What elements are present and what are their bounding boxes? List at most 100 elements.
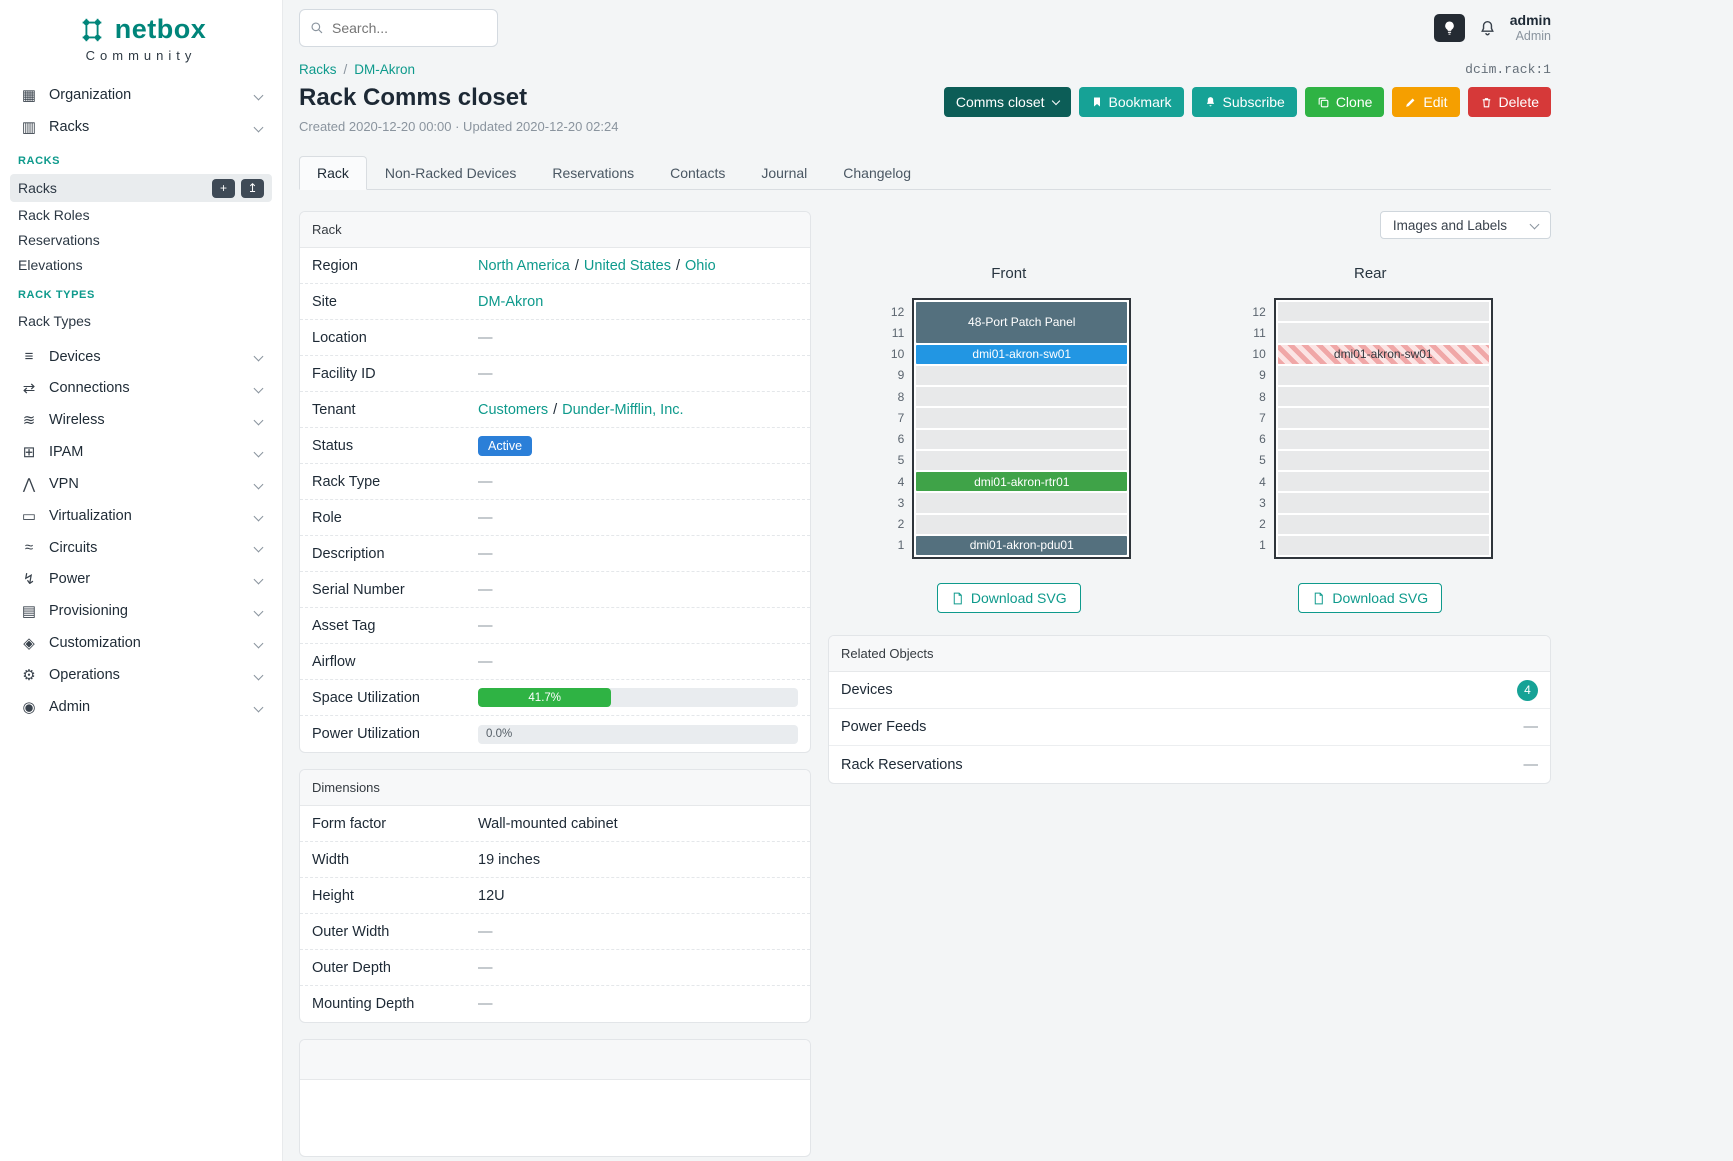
sidebar-item-wireless[interactable]: ≋ Wireless: [8, 404, 274, 436]
sidebar-item-operations[interactable]: ⚙ Operations: [8, 659, 274, 691]
tab-non-racked-devices[interactable]: Non-Racked Devices: [384, 165, 517, 181]
bookmark-icon: [1093, 97, 1100, 107]
elevation-display-select[interactable]: Images and Labels: [1379, 211, 1551, 239]
subscribe-button[interactable]: Subscribe: [1191, 87, 1297, 117]
field-row-tenant: Tenant Customers / Dunder-Mifflin, Inc.: [300, 392, 810, 428]
context-dropdown-button[interactable]: Comms closet: [943, 87, 1071, 117]
rack-device[interactable]: dmi01-akron-sw01: [916, 344, 1128, 364]
sidebar-item-vpn[interactable]: ⋀ VPN: [8, 468, 274, 500]
sidebar-item-provisioning[interactable]: ▤ Provisioning: [8, 595, 274, 627]
related-rack-reservations-link[interactable]: Rack Reservations: [841, 756, 963, 773]
download-rear-svg-button[interactable]: Download SVG: [1298, 583, 1443, 613]
tab-rack[interactable]: Rack: [299, 156, 367, 190]
sidebar-item-devices[interactable]: ≡ Devices: [8, 341, 274, 372]
unit-number: 3: [1259, 495, 1266, 510]
empty-unit-slot[interactable]: [1277, 493, 1489, 513]
add-rack-button[interactable]: +: [212, 178, 235, 198]
field-row-site: Site DM-Akron: [300, 284, 810, 320]
breadcrumb-site[interactable]: DM-Akron: [354, 62, 416, 77]
empty-unit-slot[interactable]: [1277, 302, 1489, 322]
region-link[interactable]: North America: [478, 257, 570, 274]
empty-unit-slot[interactable]: [1277, 387, 1489, 407]
bookmark-button[interactable]: Bookmark: [1078, 87, 1184, 117]
circuits-icon: ≈: [24, 539, 34, 556]
tab-changelog[interactable]: Changelog: [843, 165, 912, 181]
related-power-feeds-link[interactable]: Power Feeds: [841, 719, 927, 735]
related-devices-link[interactable]: Devices: [841, 682, 893, 698]
region-link[interactable]: Ohio: [685, 257, 716, 274]
field-row-asset-tag: Asset Tag —: [300, 608, 810, 644]
rack-panel-title: Rack: [300, 212, 810, 248]
sidebar-item-organization[interactable]: ▦ Organization: [8, 79, 274, 111]
sidebar-item-elevations[interactable]: Elevations: [18, 256, 83, 273]
rack-icon: ▥: [21, 119, 37, 136]
tenant-link[interactable]: Dunder-Mifflin, Inc.: [562, 401, 684, 418]
user-name: admin: [1509, 12, 1551, 29]
user-menu[interactable]: admin Admin: [1510, 12, 1551, 44]
sidebar-item-rack-roles[interactable]: Rack Roles: [18, 206, 90, 223]
tab-reservations[interactable]: Reservations: [552, 165, 635, 181]
breadcrumb: Racks / DM-Akron dcim.rack:1: [299, 62, 1551, 77]
dark-mode-toggle[interactable]: [1433, 13, 1465, 42]
delete-button[interactable]: Delete: [1467, 87, 1551, 117]
global-search[interactable]: [299, 9, 498, 47]
empty-unit-slot[interactable]: [1277, 535, 1489, 555]
sidebar-item-rack-types[interactable]: Rack Types: [18, 312, 91, 329]
field-row-status: Status Active: [300, 428, 810, 464]
sidebar-item-racks[interactable]: Racks + ↥: [10, 174, 272, 202]
sidebar-item-admin[interactable]: ◉ Admin: [8, 691, 274, 723]
tab-contacts[interactable]: Contacts: [670, 165, 726, 181]
site-link[interactable]: DM-Akron: [478, 293, 544, 310]
download-front-svg-button[interactable]: Download SVG: [936, 583, 1081, 613]
sidebar-item-ipam[interactable]: ⊞ IPAM: [8, 436, 274, 468]
admin-icon: ◉: [22, 699, 36, 716]
empty-unit-slot[interactable]: [1277, 514, 1489, 534]
notifications-button[interactable]: [1478, 18, 1497, 38]
sidebar-item-circuits[interactable]: ≈ Circuits: [8, 532, 274, 563]
edit-button[interactable]: Edit: [1392, 87, 1460, 117]
unit-number: 3: [897, 495, 905, 510]
chevron-down-icon: [253, 574, 264, 584]
sidebar-item-power[interactable]: ↯ Power: [8, 563, 274, 595]
empty-unit-slot[interactable]: [1277, 408, 1489, 428]
clone-button[interactable]: Clone: [1304, 87, 1385, 117]
related-objects-title: Related Objects: [829, 636, 1550, 672]
region-link[interactable]: United States: [583, 257, 671, 274]
space-utilization-bar: 41.7%: [478, 688, 798, 707]
empty-unit-slot[interactable]: [1277, 472, 1489, 492]
sidebar-item-customization[interactable]: ◈ Customization: [8, 627, 274, 659]
empty-unit-slot[interactable]: [1277, 323, 1489, 343]
bell-icon: [1480, 20, 1494, 36]
empty-unit-slot[interactable]: [916, 365, 1128, 385]
netbox-logo[interactable]: netbox: [0, 0, 282, 45]
rack-device[interactable]: 48-Port Patch Panel: [916, 302, 1128, 343]
dimensions-panel: Dimensions Form factor Wall-mounted cabi…: [299, 769, 811, 1023]
empty-unit-slot[interactable]: [916, 514, 1128, 534]
empty-unit-slot[interactable]: [916, 387, 1128, 407]
rack-device[interactable]: dmi01-akron-rtr01: [916, 472, 1128, 492]
breadcrumb-racks[interactable]: Racks: [299, 62, 337, 77]
empty-unit-slot[interactable]: [1277, 429, 1489, 449]
sidebar-item-racks-group[interactable]: ▥ Racks: [8, 111, 274, 143]
vpn-icon: ⋀: [22, 476, 36, 493]
empty-unit-slot[interactable]: [916, 493, 1128, 513]
sidebar-item-connections[interactable]: ⇄ Connections: [8, 372, 274, 404]
unit-number: 1: [897, 538, 905, 553]
tenant-group-link[interactable]: Customers: [478, 401, 549, 418]
file-icon: [1315, 592, 1324, 604]
sidebar-nav: ▦ Organization ▥ Racks RACKS Racks + ↥ R…: [0, 79, 282, 723]
tab-journal[interactable]: Journal: [761, 165, 808, 181]
field-row-mounting-depth: Mounting Depth —: [312, 996, 493, 1012]
import-racks-button[interactable]: ↥: [241, 178, 264, 198]
empty-unit-slot[interactable]: [1277, 450, 1489, 470]
rack-device[interactable]: dmi01-akron-sw01: [1277, 344, 1489, 364]
sidebar-item-virtualization[interactable]: ▭ Virtualization: [8, 500, 274, 532]
search-input[interactable]: [332, 20, 487, 36]
status-badge: Active: [478, 435, 533, 456]
rack-device[interactable]: dmi01-akron-pdu01: [916, 535, 1128, 555]
empty-unit-slot[interactable]: [916, 450, 1128, 470]
sidebar-item-reservations[interactable]: Reservations: [18, 231, 100, 248]
empty-unit-slot[interactable]: [916, 408, 1128, 428]
empty-unit-slot[interactable]: [1277, 365, 1489, 385]
empty-unit-slot[interactable]: [916, 429, 1128, 449]
